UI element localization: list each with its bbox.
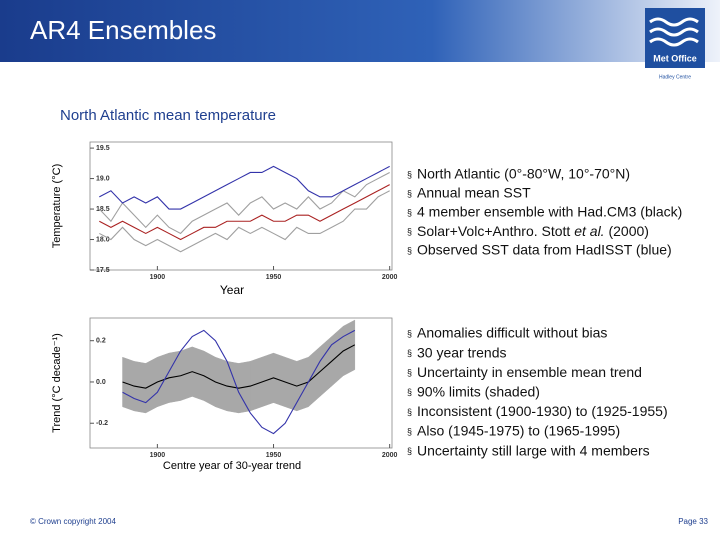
bullet-marker: § — [407, 169, 412, 179]
bullet-marker: § — [407, 407, 412, 417]
bullet-text: Inconsistent (1900-1930) to (1925-1955) — [417, 403, 668, 419]
y-tick-label: 18.5 — [96, 206, 110, 213]
series-line — [122, 344, 356, 389]
bullet-marker: § — [407, 226, 412, 236]
bullet-marker: § — [407, 328, 412, 338]
page-number: Page 33 — [678, 517, 708, 526]
plot-area — [89, 141, 393, 271]
x-tick-label: 1950 — [266, 452, 282, 459]
bullet-marker: § — [407, 348, 412, 358]
x-tick-label: 2000 — [382, 452, 398, 459]
series-line — [99, 165, 390, 210]
chart-title: North Atlantic mean temperature — [60, 107, 276, 124]
bullet-text: Observed SST data from HadISST (blue) — [417, 242, 672, 258]
bullet-marker: § — [407, 245, 412, 255]
x-tick-label: 2000 — [382, 274, 398, 281]
bullet-marker: § — [407, 207, 412, 217]
bullet-text: Also (1945-1975) to (1965-1995) — [417, 423, 620, 439]
bullet-text: 4 member ensemble with Had.CM3 (black) — [417, 204, 682, 220]
y-tick-label: 0.2 — [96, 338, 106, 345]
y-axis-label: Temperature (°C) — [51, 164, 63, 248]
series-line — [99, 184, 390, 241]
bullet-marker: § — [407, 426, 412, 436]
slide-title: AR4 Ensembles — [30, 15, 216, 45]
bullet-text: Anomalies difficult without bias — [417, 325, 607, 341]
y-tick-label: 0.0 — [96, 379, 106, 386]
logo-subtext: Hadley Centre — [659, 74, 691, 80]
bullet-text-part: et al. — [574, 223, 604, 239]
series-line — [99, 190, 390, 253]
y-tick-label: 19.5 — [96, 145, 110, 152]
bullet-text: 90% limits (shaded) — [417, 384, 540, 400]
bullet-marker: § — [407, 387, 412, 397]
y-tick-label: 17.5 — [96, 267, 110, 274]
bullet-text: Annual mean SST — [417, 185, 531, 201]
y-tick-label: 19.0 — [96, 175, 110, 182]
x-axis-label: Centre year of 30-year trend — [163, 460, 301, 472]
header-banner — [0, 0, 720, 62]
bullet-marker: § — [407, 368, 412, 378]
y-tick-label: 18.0 — [96, 236, 110, 243]
x-tick-label: 1900 — [150, 452, 166, 459]
bullet-text: 30 year trends — [417, 344, 507, 360]
bullet-text: North Atlantic (0°-80°W, 10°-70°N) — [417, 166, 630, 182]
bullet-text: Solar+Volc+Anthro. Stott et al. (2000) — [417, 223, 649, 239]
y-tick-label: -0.2 — [96, 420, 108, 427]
bullet-text-part: Solar+Volc+Anthro. Stott — [417, 223, 574, 239]
bullet-text: Uncertainty still large with 4 members — [417, 442, 650, 458]
bullet-marker: § — [407, 188, 412, 198]
bullet-marker: § — [407, 446, 412, 456]
logo-waves — [649, 17, 699, 47]
x-tick-label: 1950 — [266, 274, 282, 281]
copyright: © Crown copyright 2004 — [30, 517, 116, 526]
x-axis-label: Year — [220, 283, 244, 297]
bullet-text-part: (2000) — [605, 223, 649, 239]
logo-text: Met Office — [653, 53, 697, 63]
x-tick-label: 1900 — [150, 274, 166, 281]
series-line — [122, 329, 356, 435]
y-axis-label: Trend (°C decade⁻¹) — [51, 333, 63, 433]
series-line — [98, 171, 390, 235]
bullet-text: Uncertainty in ensemble mean trend — [417, 364, 642, 380]
